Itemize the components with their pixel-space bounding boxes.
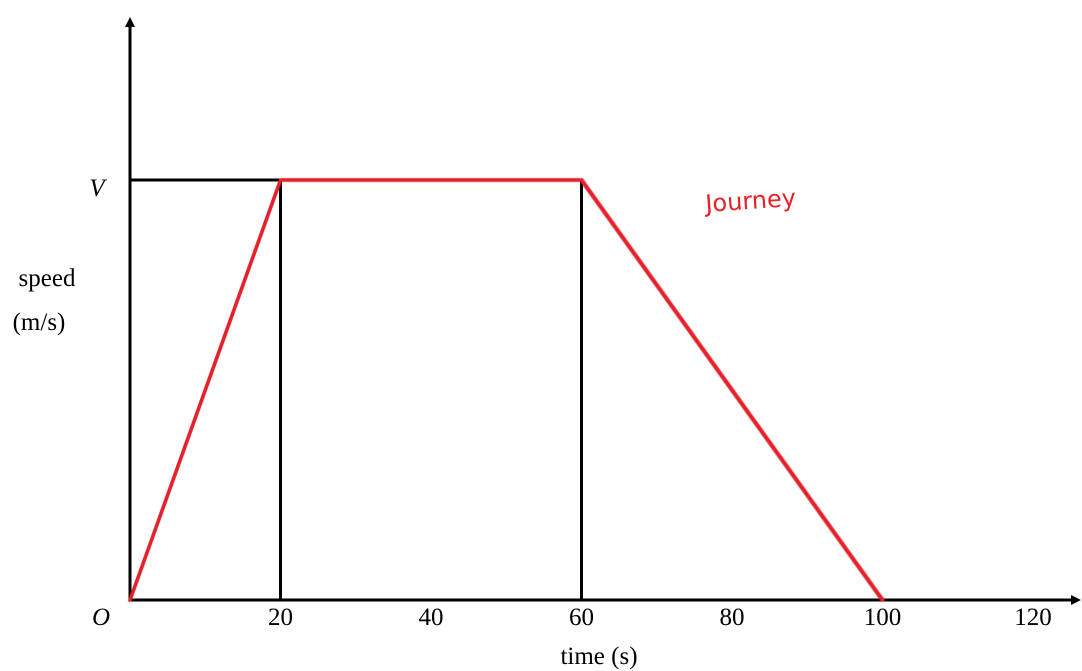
speed-time-line — [128, 178, 884, 602]
y-axis-label-line-1: speed — [19, 265, 76, 292]
handwritten-trace-point — [580, 178, 583, 182]
x-tick-label: 20 — [268, 604, 293, 631]
x-tick-label: 40 — [419, 604, 444, 631]
x-tick-label: 120 — [1014, 604, 1052, 631]
handwritten-trace-line — [127, 179, 884, 603]
handwritten-trace-point — [128, 598, 132, 602]
journey-annotation: Journey — [702, 184, 796, 218]
x-tick-labels: 20 40 60 80 100 120 — [268, 604, 1052, 631]
x-tick-label: 60 — [569, 604, 594, 631]
handwritten-trace-point — [279, 178, 282, 182]
y-tick-label-v: V — [89, 175, 107, 202]
x-tick-label: 100 — [864, 604, 902, 631]
guide-lines — [130, 178, 583, 600]
handwritten-trace-line — [129, 177, 885, 601]
origin-label: O — [92, 604, 110, 631]
series-group — [127, 177, 885, 603]
x-axis-label: time (s) — [560, 643, 637, 670]
x-tick-label: 80 — [720, 604, 745, 631]
y-axis-label-line-2: (m/s) — [13, 309, 66, 336]
handwritten-trace-point — [881, 598, 884, 602]
handwritten-trace-line — [128, 178, 884, 602]
